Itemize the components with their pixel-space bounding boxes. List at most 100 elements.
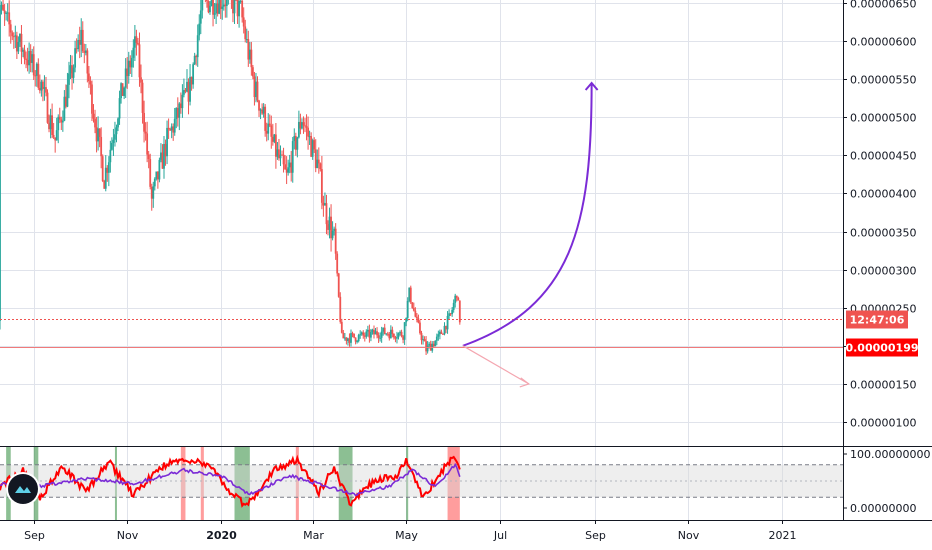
candle-body: [83, 51, 86, 53]
candle-body: [253, 76, 256, 98]
candle-body: [198, 23, 201, 36]
price-scale-labels[interactable]: 0.00000650 0.00000600 0.00000550 0.00000500…: [843, 0, 916, 430]
candle-body: [156, 171, 159, 180]
candle-body: [359, 334, 362, 336]
candle-body: [22, 49, 24, 52]
candle-body: [29, 50, 32, 63]
time-axis-labels[interactable]: Sep Nov 2020 Mar May Jul Sep Nov 2021: [24, 520, 797, 542]
time-tick-label: 2020: [206, 529, 237, 542]
tradingview-logo-icon[interactable]: [8, 474, 38, 504]
candle-body: [40, 81, 43, 91]
candle-body: [219, 0, 222, 9]
candle-body: [6, 12, 9, 14]
candle-body: [400, 331, 403, 337]
candle-body: [402, 336, 405, 340]
candle-body: [8, 12, 11, 25]
candle-body: [420, 333, 423, 341]
candle-body: [391, 329, 394, 334]
candle-body: [252, 67, 254, 77]
price-tick-label: 0.00000100: [850, 417, 916, 430]
candle-body: [118, 98, 121, 119]
candle-body: [95, 127, 98, 142]
candle-body: [274, 134, 277, 157]
candle-body: [92, 113, 95, 119]
candle-body: [455, 295, 458, 298]
countdown-tag: [846, 310, 908, 329]
candle-body: [35, 63, 38, 76]
candle-body: [225, 0, 228, 7]
candle-body: [399, 331, 401, 334]
candle-body: [287, 167, 290, 173]
candle-body: [68, 73, 70, 85]
candle-body: [388, 334, 391, 339]
candle-body: [457, 297, 460, 301]
candle-body: [167, 127, 170, 130]
candle-body: [110, 142, 113, 150]
candle-body: [374, 331, 377, 335]
candle-body: [65, 96, 67, 107]
candle-body: [261, 109, 263, 114]
candle-body: [172, 126, 175, 133]
bear-arrow-line: [462, 345, 530, 385]
candle-body: [179, 103, 182, 109]
candle-body: [61, 120, 64, 123]
candle-body: [437, 334, 440, 337]
candle-body: [218, 0, 221, 14]
oscillator-highlight-zone: [200, 447, 204, 520]
candle-body: [2, 4, 4, 11]
candle-body: [425, 341, 427, 352]
candle-body: [365, 331, 368, 337]
candle-body: [9, 24, 12, 33]
candle-body: [299, 121, 302, 129]
candle-body: [297, 121, 300, 138]
oscillator-tick-label: 100.00000000: [850, 448, 930, 461]
candle-body: [120, 83, 122, 99]
candle-body: [446, 315, 449, 330]
candle-body: [107, 162, 110, 173]
candle-body: [258, 100, 260, 111]
candle-body: [221, 6, 224, 9]
candle-body: [38, 87, 41, 91]
candle-body: [377, 335, 380, 338]
candle-body: [405, 317, 408, 323]
candle-body: [74, 48, 77, 68]
candle-body: [291, 141, 294, 173]
candle-body: [328, 216, 331, 230]
candle-body: [448, 313, 450, 316]
candle-body: [5, 12, 8, 14]
candle-body: [138, 44, 141, 78]
candle-body: [32, 54, 35, 76]
candle-body: [87, 73, 90, 82]
candle-body: [330, 216, 332, 239]
candle-body: [414, 310, 417, 317]
candle-body: [146, 133, 149, 155]
candle-body: [454, 295, 457, 303]
projection-curve-arrow: [462, 82, 593, 347]
candle-body: [132, 47, 135, 58]
candle-body: [242, 17, 245, 27]
candle-body: [288, 162, 291, 168]
candle-body: [356, 341, 359, 343]
candle-body: [199, 10, 202, 24]
candle-body: [57, 116, 60, 131]
candle-body: [209, 5, 211, 13]
candle-body: [282, 154, 285, 165]
candle-body: [380, 331, 383, 338]
candle-body: [42, 81, 44, 89]
oscillator-highlight-zone: [180, 447, 186, 520]
candle-body: [337, 273, 340, 297]
drawing-annotations[interactable]: [462, 81, 599, 388]
candle-body: [28, 50, 31, 66]
candle-body: [406, 300, 409, 318]
candle-body: [196, 35, 199, 58]
price-tick-label: 0.00000300: [850, 265, 916, 278]
candle-body: [31, 54, 34, 63]
candle-body: [305, 126, 308, 128]
candle-body: [100, 136, 103, 157]
candle-body: [426, 345, 429, 352]
candle-body: [181, 94, 184, 109]
candlestick-series: [0, 0, 461, 355]
candle-body: [170, 126, 173, 131]
candle-body: [149, 159, 152, 187]
